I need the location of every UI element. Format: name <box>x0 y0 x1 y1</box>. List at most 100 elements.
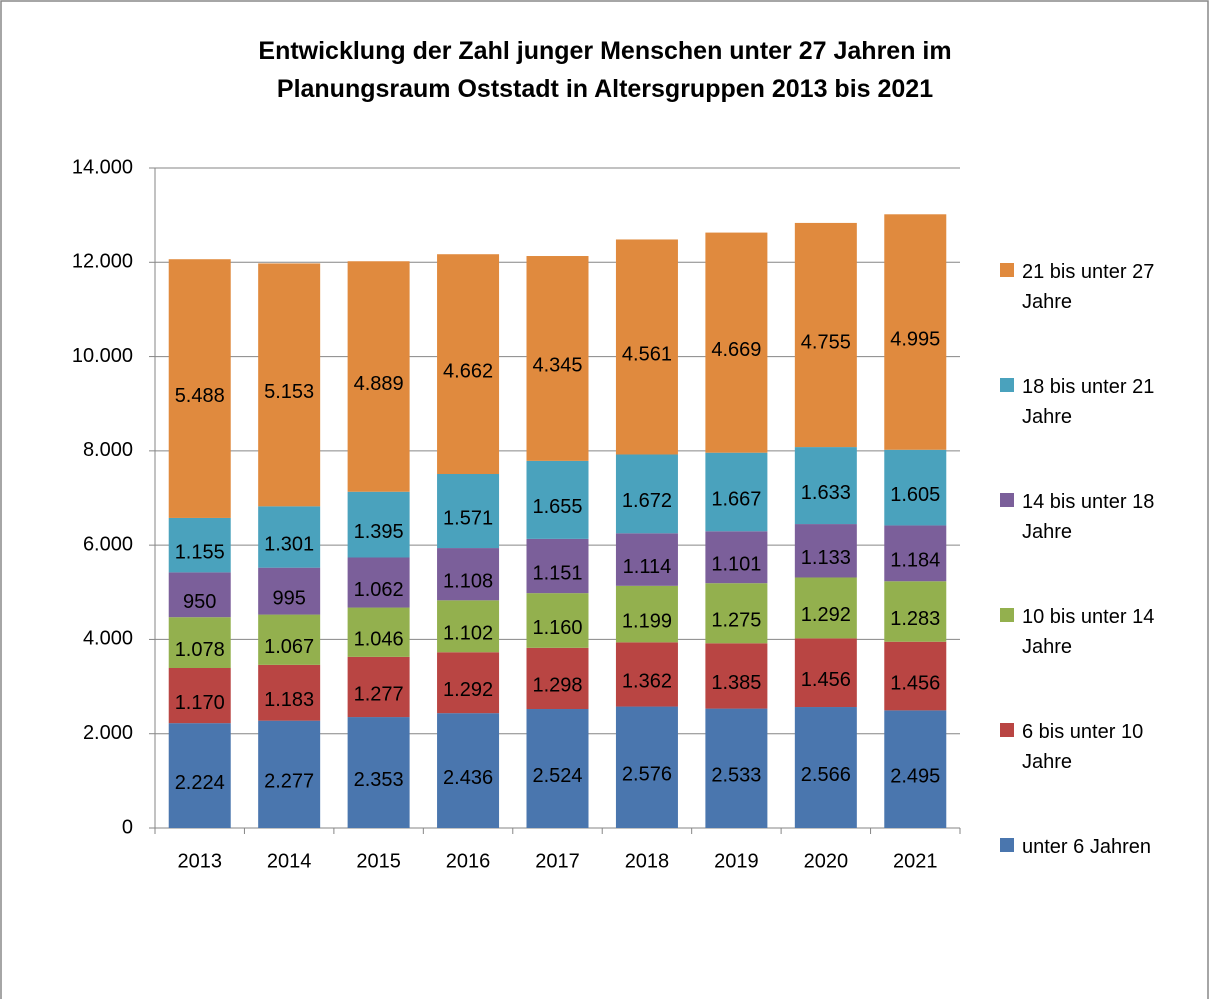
bar-segment <box>437 600 500 653</box>
data-label: 2.436 <box>443 767 493 789</box>
x-tick-label: 2016 <box>446 850 491 872</box>
y-tick-label: 14.000 <box>72 156 133 178</box>
data-label: 2.224 <box>175 772 225 794</box>
data-label: 1.133 <box>801 547 851 569</box>
data-label: 1.199 <box>622 610 672 632</box>
bar-segment <box>437 474 500 549</box>
data-label: 2.353 <box>354 769 404 791</box>
y-tick-label: 2.000 <box>83 722 133 744</box>
bar-segment <box>347 261 410 492</box>
data-label: 1.292 <box>443 679 493 701</box>
bar-segment <box>884 581 947 642</box>
data-label: 1.633 <box>801 482 851 504</box>
bar-segment <box>437 548 500 601</box>
chart-title: Entwicklung der Zahl junger Menschen unt… <box>258 37 952 103</box>
data-label: 1.102 <box>443 623 493 645</box>
legend-item: 10 bis unter 14 Jahre <box>1000 602 1180 662</box>
data-label: 1.151 <box>532 562 582 584</box>
bar-segment <box>258 567 321 615</box>
data-label: 1.067 <box>264 636 314 658</box>
bar-segment <box>347 557 410 608</box>
bar-segment <box>168 259 231 518</box>
data-label: 1.114 <box>623 556 672 578</box>
bar-segment <box>526 460 589 539</box>
data-label: 1.292 <box>801 604 851 626</box>
bar-segment <box>884 214 947 450</box>
data-label: 1.456 <box>890 672 940 694</box>
data-label: 1.283 <box>890 608 940 630</box>
bar-segment <box>705 232 768 453</box>
legend-item: 21 bis unter 27 Jahre <box>1000 257 1180 317</box>
bar-segment <box>794 524 857 578</box>
data-label: 1.275 <box>711 610 761 632</box>
bar-segment <box>794 447 857 525</box>
data-label: 1.170 <box>175 692 225 714</box>
bar-segment <box>437 254 500 475</box>
y-tick-label: 8.000 <box>83 439 133 461</box>
bar-segment <box>347 607 410 657</box>
data-label: 1.456 <box>801 669 851 691</box>
data-label: 4.995 <box>890 328 940 350</box>
legend-label: 21 bis unter 27 Jahre <box>1022 261 1155 313</box>
y-tick-label: 6.000 <box>83 533 133 555</box>
bar-segment <box>526 709 589 828</box>
bar-segment <box>258 720 321 828</box>
bar-segment <box>258 664 321 721</box>
bar-segment <box>705 708 768 828</box>
x-tick-label: 2018 <box>625 850 670 872</box>
x-tick-label: 2020 <box>804 850 849 872</box>
x-tick-label: 2014 <box>267 850 312 872</box>
data-label: 4.345 <box>532 355 582 377</box>
data-label: 1.184 <box>890 550 940 572</box>
bar-segment <box>615 239 678 455</box>
bar-segment <box>884 525 947 582</box>
data-label: 4.669 <box>711 339 761 361</box>
x-tick-label: 2013 <box>177 850 222 872</box>
legend-swatch <box>1000 608 1014 622</box>
data-label: 1.160 <box>532 617 582 639</box>
data-label: 4.755 <box>801 331 851 353</box>
legend-label: 18 bis unter 21 Jahre <box>1022 376 1155 428</box>
x-tick-label: 2017 <box>535 850 580 872</box>
legend-item: unter 6 Jahren <box>1000 832 1180 862</box>
data-label: 5.488 <box>175 385 225 407</box>
data-label: 1.395 <box>354 521 404 543</box>
bar-segment <box>526 256 589 461</box>
data-label: 1.655 <box>532 496 582 518</box>
legend-swatch <box>1000 838 1014 852</box>
data-label: 2.566 <box>801 764 851 786</box>
data-label: 1.571 <box>443 507 493 529</box>
bar-segment <box>794 638 857 708</box>
bar-segment <box>526 538 589 594</box>
bar-segment <box>794 577 857 639</box>
bar-segment <box>705 531 768 584</box>
legend-swatch <box>1000 263 1014 277</box>
legend-label: unter 6 Jahren <box>1022 836 1151 858</box>
bar-segment <box>884 449 947 526</box>
data-label: 5.153 <box>264 381 314 403</box>
data-label: 1.046 <box>354 628 404 650</box>
data-label: 950 <box>183 591 216 613</box>
bar-segment <box>705 452 768 532</box>
data-label: 1.385 <box>711 672 761 694</box>
data-label: 1.667 <box>711 488 761 510</box>
data-label: 4.662 <box>443 360 493 382</box>
legend-item: 6 bis unter 10 Jahre <box>1000 717 1180 777</box>
bar-segment <box>615 642 678 707</box>
data-label: 2.524 <box>532 765 582 787</box>
data-label: 1.277 <box>354 683 404 705</box>
x-tick-label: 2021 <box>893 850 938 872</box>
y-tick-label: 4.000 <box>83 628 133 650</box>
data-label: 995 <box>272 587 305 609</box>
bar-segment <box>794 222 857 448</box>
data-label: 1.108 <box>443 570 493 592</box>
legend-swatch <box>1000 378 1014 392</box>
x-tick-label: 2019 <box>714 850 759 872</box>
legend-label: 6 bis unter 10 Jahre <box>1022 721 1144 773</box>
bar-segment <box>437 652 500 714</box>
bar-segment <box>168 723 231 828</box>
bar-segment <box>347 491 410 558</box>
data-label: 1.155 <box>175 541 225 563</box>
